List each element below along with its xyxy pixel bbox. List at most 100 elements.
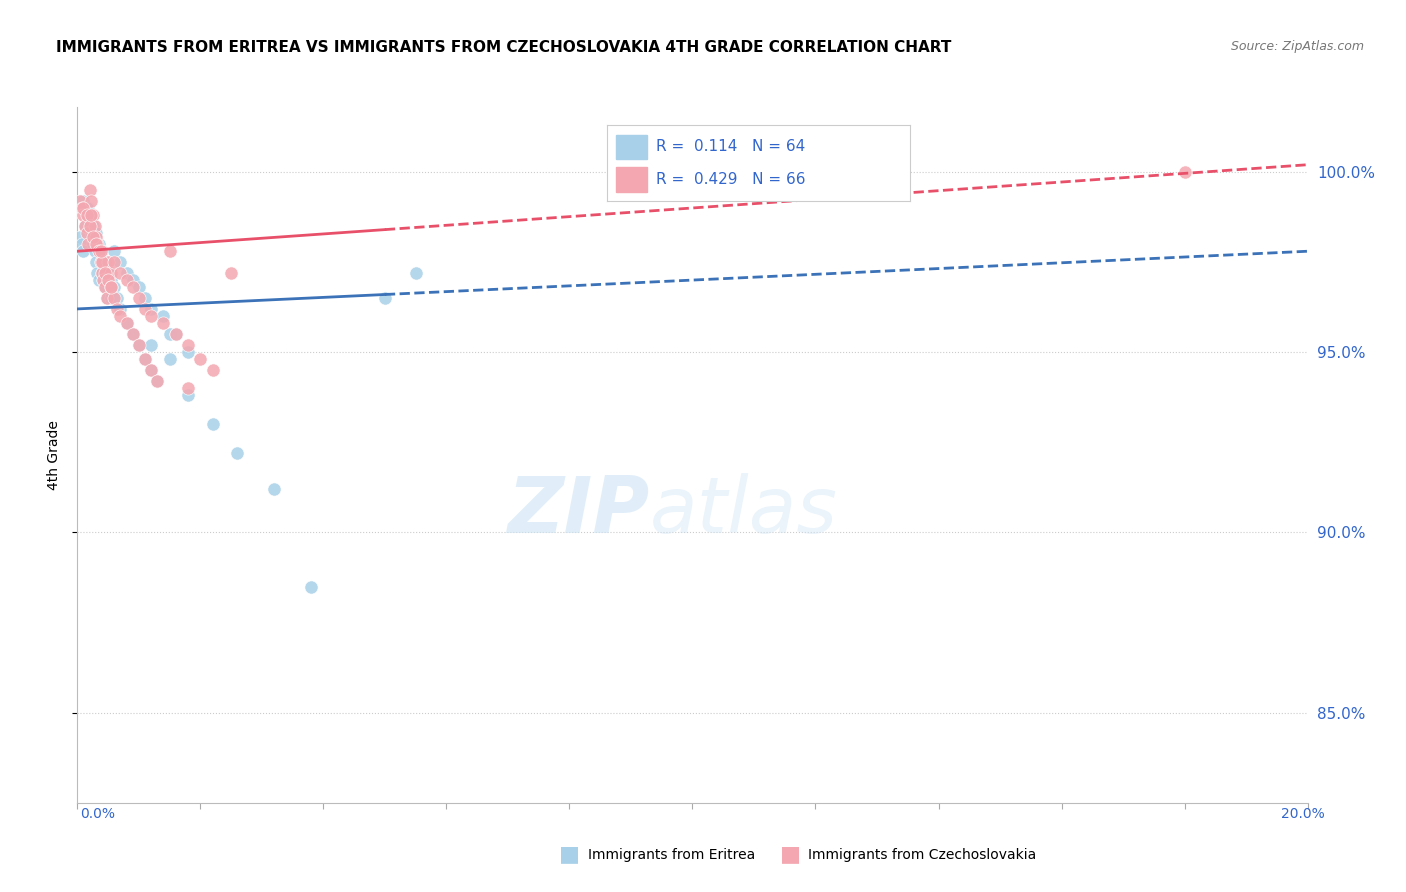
Point — [77, 237, 100, 252]
Text: 20.0%: 20.0% — [1281, 807, 1324, 821]
Point — [100, 291, 122, 305]
Point — [90, 244, 114, 259]
Text: R =  0.429   N = 66: R = 0.429 N = 66 — [655, 172, 806, 187]
Point — [141, 338, 163, 352]
Point — [76, 208, 98, 222]
Point — [94, 280, 117, 294]
Point — [159, 327, 181, 342]
Point — [76, 226, 98, 240]
Point — [110, 266, 132, 280]
Point — [177, 338, 200, 352]
Point — [374, 291, 396, 305]
Point — [128, 338, 150, 352]
Point — [146, 374, 169, 388]
Point — [201, 417, 224, 432]
Point — [84, 229, 107, 244]
Point — [83, 244, 105, 259]
Point — [100, 273, 122, 287]
Point — [405, 266, 427, 280]
Point — [128, 280, 150, 294]
Point — [70, 201, 93, 215]
Point — [97, 262, 120, 277]
Point — [83, 219, 105, 233]
Point — [103, 244, 125, 259]
Point — [79, 219, 101, 233]
Point — [87, 273, 110, 287]
Point — [103, 291, 125, 305]
Point — [94, 266, 117, 280]
Point — [90, 244, 112, 259]
Text: R =  0.114   N = 64: R = 0.114 N = 64 — [655, 139, 806, 154]
Point — [91, 273, 114, 287]
Point — [134, 352, 156, 367]
Point — [79, 219, 101, 233]
Point — [103, 280, 125, 294]
Text: 0.0%: 0.0% — [80, 807, 115, 821]
Point — [86, 266, 108, 280]
Point — [69, 229, 91, 244]
Point — [141, 309, 163, 323]
Point — [219, 266, 242, 280]
Point — [134, 301, 156, 316]
Point — [177, 388, 200, 402]
Point — [152, 309, 174, 323]
Point — [90, 255, 112, 269]
Point — [141, 363, 163, 377]
Point — [82, 208, 104, 222]
Point — [76, 208, 98, 222]
Point — [82, 219, 104, 233]
Point — [190, 352, 212, 367]
Point — [90, 266, 114, 280]
Text: Source: ZipAtlas.com: Source: ZipAtlas.com — [1230, 40, 1364, 54]
Point — [72, 201, 94, 215]
Point — [80, 194, 103, 208]
Point — [76, 201, 98, 215]
Point — [80, 208, 103, 222]
Point — [299, 580, 322, 594]
Point — [84, 255, 107, 269]
Point — [87, 244, 110, 259]
Point — [115, 273, 138, 287]
Point — [134, 291, 156, 305]
Point — [152, 316, 174, 330]
Point — [91, 273, 114, 287]
Point — [84, 237, 107, 252]
Point — [97, 255, 120, 269]
Text: ZIP: ZIP — [508, 473, 650, 549]
Point — [110, 309, 132, 323]
Point — [103, 255, 125, 269]
Text: Immigrants from Czechoslovakia: Immigrants from Czechoslovakia — [808, 847, 1036, 862]
Text: ■: ■ — [780, 845, 800, 864]
Point — [82, 229, 104, 244]
Point — [69, 194, 91, 208]
Y-axis label: 4th Grade: 4th Grade — [46, 420, 60, 490]
Text: atlas: atlas — [650, 473, 837, 549]
Point — [90, 266, 114, 280]
Point — [134, 352, 156, 367]
Point — [110, 255, 132, 269]
Point — [115, 316, 138, 330]
Point — [165, 327, 187, 342]
Point — [121, 280, 143, 294]
Point — [100, 266, 122, 280]
Point — [1174, 165, 1197, 179]
Point — [80, 229, 103, 244]
Point — [72, 208, 94, 222]
Point — [77, 201, 100, 215]
Bar — [616, 168, 647, 192]
Point — [141, 363, 163, 377]
Point — [128, 338, 150, 352]
Point — [159, 244, 181, 259]
Point — [94, 280, 117, 294]
Point — [79, 183, 101, 197]
Point — [73, 219, 96, 233]
Point — [87, 237, 110, 252]
Point — [87, 244, 110, 259]
Point — [121, 327, 143, 342]
Point — [90, 255, 112, 269]
Point — [96, 291, 118, 305]
Point — [121, 327, 143, 342]
Point — [141, 301, 163, 316]
Point — [100, 280, 122, 294]
Point — [105, 301, 128, 316]
